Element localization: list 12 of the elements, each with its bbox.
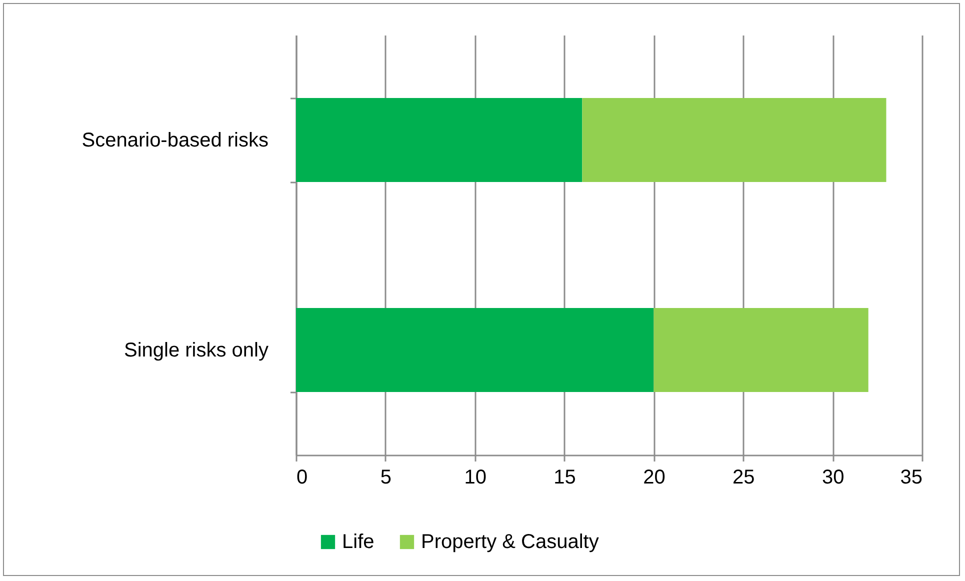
- y-tick-label: Scenario-based risks: [82, 130, 268, 152]
- x-tick-label: 30: [822, 466, 844, 488]
- x-tick-label: 15: [554, 466, 576, 488]
- x-tick-label: 10: [464, 466, 486, 488]
- x-tick-label: 5: [380, 466, 392, 488]
- x-tick-label: 25: [732, 466, 755, 488]
- x-tick-label: 20: [643, 466, 666, 488]
- legend-label: Life: [342, 531, 374, 553]
- y-tick-label: Single risks only: [124, 340, 268, 362]
- x-tick-label: 35: [900, 466, 922, 488]
- x-tick-label: 0: [296, 466, 308, 488]
- legend-label: Property & Casualty: [421, 531, 599, 553]
